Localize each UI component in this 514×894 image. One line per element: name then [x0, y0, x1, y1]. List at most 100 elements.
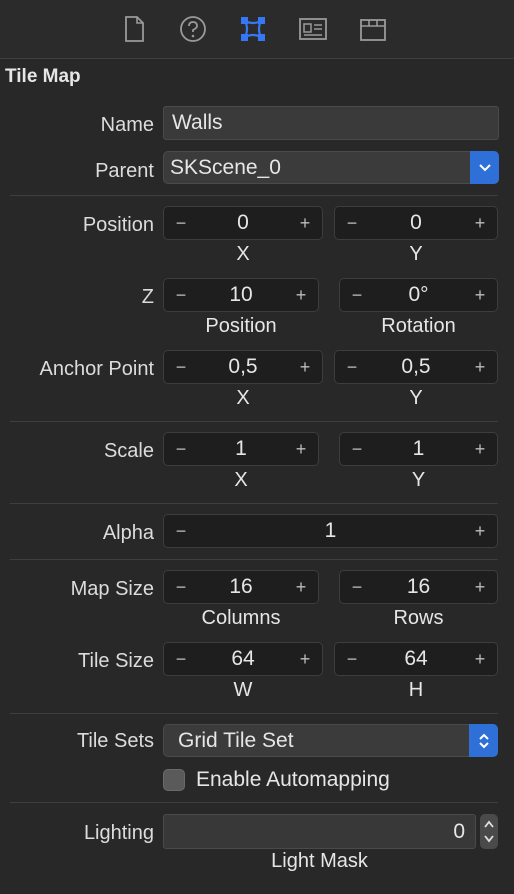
- anchor-x-value[interactable]: 0,5: [194, 351, 292, 383]
- position-y-value[interactable]: 0: [365, 207, 467, 239]
- anchor-x-stepper[interactable]: − 0,5 +: [163, 350, 323, 384]
- decrement-button[interactable]: −: [339, 643, 365, 675]
- decrement-button[interactable]: −: [339, 351, 365, 383]
- decrement-button[interactable]: −: [168, 515, 194, 547]
- decrement-button[interactable]: −: [168, 643, 194, 675]
- up-down-chevron-icon[interactable]: [469, 724, 498, 757]
- increment-button[interactable]: +: [467, 571, 493, 603]
- tile-w-value[interactable]: 64: [194, 643, 292, 675]
- divider: [10, 195, 498, 196]
- chevron-down-icon[interactable]: [470, 151, 499, 184]
- tile-w-caption: W: [163, 679, 323, 702]
- decrement-button[interactable]: −: [168, 279, 194, 311]
- position-x-stepper[interactable]: − 0 +: [163, 206, 323, 240]
- scale-x-value[interactable]: 1: [194, 433, 288, 465]
- anchor-label: Anchor Point: [39, 358, 154, 381]
- divider: [10, 559, 498, 560]
- tile-size-label: Tile Size: [78, 650, 154, 673]
- position-x-value[interactable]: 0: [194, 207, 292, 239]
- z-position-caption: Position: [163, 315, 319, 338]
- increment-button[interactable]: +: [467, 279, 493, 311]
- tile-h-stepper[interactable]: − 64 +: [334, 642, 498, 676]
- map-size-label: Map Size: [71, 578, 154, 601]
- tile-sets-popup[interactable]: Grid Tile Set: [163, 724, 498, 757]
- position-label: Position: [83, 214, 154, 237]
- increment-button[interactable]: +: [467, 207, 493, 239]
- position-x-caption: X: [163, 243, 323, 266]
- position-y-stepper[interactable]: − 0 +: [334, 206, 498, 240]
- lighting-label: Lighting: [84, 822, 154, 845]
- lighting-stepper-arrows[interactable]: [480, 814, 498, 849]
- automapping-checkbox[interactable]: [163, 769, 185, 791]
- tile-sets-label: Tile Sets: [77, 730, 154, 753]
- map-columns-stepper[interactable]: − 16 +: [163, 570, 319, 604]
- scale-x-stepper[interactable]: − 1 +: [163, 432, 319, 466]
- increment-button[interactable]: +: [288, 433, 314, 465]
- alpha-label: Alpha: [103, 522, 154, 545]
- anchor-y-value[interactable]: 0,5: [365, 351, 467, 383]
- node-inspector-icon[interactable]: [238, 14, 268, 44]
- decrement-button[interactable]: −: [339, 207, 365, 239]
- increment-button[interactable]: +: [292, 351, 318, 383]
- map-rows-value[interactable]: 16: [370, 571, 467, 603]
- z-position-value[interactable]: 10: [194, 279, 288, 311]
- decrement-button[interactable]: −: [168, 207, 194, 239]
- tile-h-caption: H: [334, 679, 498, 702]
- divider: [10, 421, 498, 422]
- anchor-y-caption: Y: [334, 387, 498, 410]
- parent-popup-value: SKScene_0: [170, 152, 281, 183]
- automapping-label[interactable]: Enable Automapping: [196, 768, 390, 792]
- inspector-toolbar: [0, 0, 514, 59]
- z-rotation-value[interactable]: 0°: [370, 279, 467, 311]
- scale-y-caption: Y: [339, 469, 498, 492]
- alpha-value[interactable]: 1: [194, 515, 467, 547]
- z-rotation-stepper[interactable]: − 0° +: [339, 278, 498, 312]
- map-columns-value[interactable]: 16: [194, 571, 288, 603]
- position-y-caption: Y: [334, 243, 498, 266]
- anchor-y-stepper[interactable]: − 0,5 +: [334, 350, 498, 384]
- file-inspector-icon[interactable]: [119, 14, 149, 44]
- help-icon[interactable]: [178, 14, 208, 44]
- lighting-value: 0: [453, 820, 465, 844]
- z-position-stepper[interactable]: − 10 +: [163, 278, 319, 312]
- increment-button[interactable]: +: [288, 279, 314, 311]
- lighting-field[interactable]: 0: [163, 814, 476, 849]
- identity-icon[interactable]: [298, 14, 328, 44]
- increment-button[interactable]: +: [467, 351, 493, 383]
- name-label: Name: [101, 114, 154, 137]
- scale-y-stepper[interactable]: − 1 +: [339, 432, 498, 466]
- increment-button[interactable]: +: [292, 643, 318, 675]
- scale-x-caption: X: [163, 469, 319, 492]
- parent-popup[interactable]: SKScene_0: [163, 151, 499, 184]
- increment-button[interactable]: +: [467, 515, 493, 547]
- tile-h-value[interactable]: 64: [365, 643, 467, 675]
- name-field[interactable]: Walls: [163, 106, 499, 140]
- z-label: Z: [142, 286, 154, 309]
- divider: [10, 713, 498, 714]
- tile-sets-popup-value: Grid Tile Set: [178, 725, 294, 756]
- divider: [10, 802, 498, 803]
- decrement-button[interactable]: −: [168, 571, 194, 603]
- attributes-icon[interactable]: [358, 14, 388, 44]
- z-rotation-caption: Rotation: [339, 315, 498, 338]
- scale-y-value[interactable]: 1: [370, 433, 467, 465]
- decrement-button[interactable]: −: [344, 433, 370, 465]
- decrement-button[interactable]: −: [168, 351, 194, 383]
- decrement-button[interactable]: −: [344, 571, 370, 603]
- alpha-stepper[interactable]: − 1 +: [163, 514, 498, 548]
- tile-w-stepper[interactable]: − 64 +: [163, 642, 323, 676]
- decrement-button[interactable]: −: [168, 433, 194, 465]
- increment-button[interactable]: +: [292, 207, 318, 239]
- increment-button[interactable]: +: [288, 571, 314, 603]
- anchor-x-caption: X: [163, 387, 323, 410]
- divider: [10, 503, 498, 504]
- map-rows-stepper[interactable]: − 16 +: [339, 570, 498, 604]
- light-mask-caption: Light Mask: [163, 850, 476, 873]
- section-title: Tile Map: [5, 66, 81, 88]
- map-columns-caption: Columns: [163, 607, 319, 630]
- decrement-button[interactable]: −: [344, 279, 370, 311]
- scale-label: Scale: [104, 440, 154, 463]
- map-rows-caption: Rows: [339, 607, 498, 630]
- increment-button[interactable]: +: [467, 433, 493, 465]
- increment-button[interactable]: +: [467, 643, 493, 675]
